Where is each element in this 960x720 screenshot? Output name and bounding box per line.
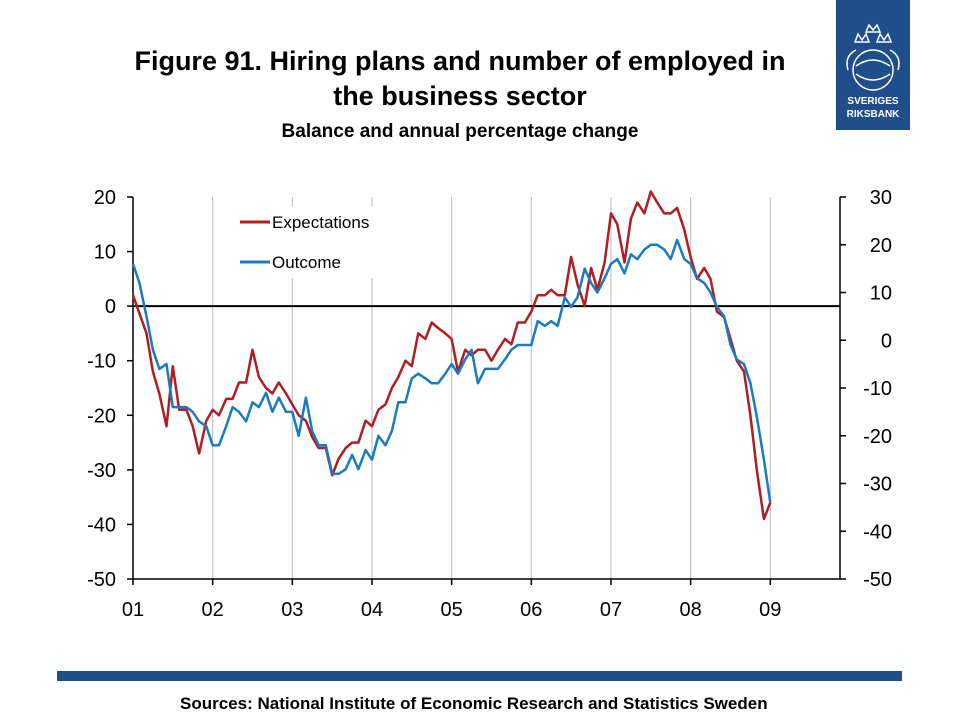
chart-title: Figure 91. Hiring plans and number of em… — [40, 44, 880, 114]
y-right-tick-label: -50 — [863, 569, 892, 591]
x-tick-label: 01 — [122, 599, 144, 621]
riksbank-emblem-icon: SVERIGES RIKSBANK — [846, 23, 901, 120]
y-right-tick-label: 10 — [870, 283, 892, 305]
series-line-outcome — [131, 238, 772, 503]
legend-label-outcome: Outcome — [272, 253, 341, 272]
y-left-tick-label: 0 — [105, 296, 116, 318]
source-note: Sources: National Institute of Economic … — [180, 694, 768, 713]
x-tick-label: 05 — [441, 599, 463, 621]
x-tick-label: 06 — [520, 599, 542, 621]
chart-series — [131, 190, 772, 521]
x-tick-label: 09 — [759, 599, 781, 621]
y-left-tick-label: -30 — [87, 460, 116, 482]
y-right-tick-label: -20 — [863, 426, 892, 448]
y-right-tick-label: -30 — [863, 474, 892, 496]
y-right-tick-label: -10 — [863, 378, 892, 400]
series-line-expectations — [131, 190, 772, 521]
y-left-tick-label: 10 — [94, 242, 116, 264]
y-left-tick-label: -10 — [87, 351, 116, 373]
y-left-tick-label: -20 — [87, 405, 116, 427]
y-left-tick-label: -40 — [87, 514, 116, 536]
logo-text-line-2: RIKSBANK — [847, 109, 901, 120]
riksbank-logo: SVERIGES RIKSBANK — [836, 0, 910, 130]
x-tick-label: 04 — [361, 599, 383, 621]
x-tick-label: 02 — [202, 599, 224, 621]
x-tick-label: 08 — [680, 599, 702, 621]
legend-background — [235, 206, 395, 278]
chart-subtitle: Balance and annual percentage change — [281, 121, 639, 142]
y-right-tick-label: -40 — [863, 521, 892, 543]
chart-axes: 01 02 03 04 05 06 07 08 09 20 10 0 -10 -20 -30 -40 -50 30… — [87, 187, 892, 621]
y-right-tick-label: 20 — [870, 235, 892, 257]
y-left-tick-label: 20 — [94, 187, 116, 209]
legend-label-expectations: Expectations — [272, 213, 369, 232]
title-line-2: the business sector — [333, 81, 587, 111]
chart-legend: Expectations Outcome — [235, 206, 395, 278]
x-tick-label: 03 — [281, 599, 303, 621]
y-right-tick-label: 30 — [870, 187, 892, 209]
title-line-1: Figure 91. Hiring plans and number of em… — [134, 46, 786, 76]
y-right-tick-label: 0 — [881, 330, 892, 352]
footer-rule — [57, 671, 902, 681]
x-tick-label: 07 — [600, 599, 622, 621]
logo-text-line-1: SVERIGES — [847, 96, 898, 107]
y-left-tick-label: -50 — [87, 569, 116, 591]
